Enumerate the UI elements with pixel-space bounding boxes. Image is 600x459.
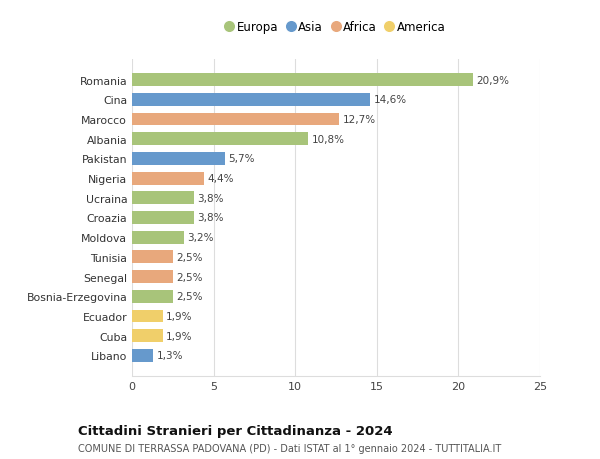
Text: 14,6%: 14,6% xyxy=(374,95,407,105)
Text: 1,9%: 1,9% xyxy=(166,311,193,321)
Bar xyxy=(132,310,163,323)
Legend: Europa, Asia, Africa, America: Europa, Asia, Africa, America xyxy=(226,21,446,34)
Text: 2,5%: 2,5% xyxy=(176,272,203,282)
Bar xyxy=(132,251,173,264)
Bar xyxy=(132,133,308,146)
Bar xyxy=(132,74,473,87)
Bar xyxy=(132,212,194,224)
Text: 10,8%: 10,8% xyxy=(311,134,344,145)
Bar xyxy=(132,271,173,283)
Text: 3,8%: 3,8% xyxy=(197,213,224,223)
Text: 1,9%: 1,9% xyxy=(166,331,193,341)
Bar xyxy=(132,330,163,342)
Bar xyxy=(132,192,194,205)
Bar xyxy=(132,94,370,106)
Bar xyxy=(132,153,225,165)
Text: 5,7%: 5,7% xyxy=(228,154,255,164)
Bar xyxy=(132,113,339,126)
Text: 2,5%: 2,5% xyxy=(176,291,203,302)
Bar xyxy=(132,349,153,362)
Text: 20,9%: 20,9% xyxy=(476,75,509,85)
Text: 4,4%: 4,4% xyxy=(207,174,233,184)
Text: Cittadini Stranieri per Cittadinanza - 2024: Cittadini Stranieri per Cittadinanza - 2… xyxy=(78,425,392,437)
Text: 12,7%: 12,7% xyxy=(343,115,376,125)
Text: 3,2%: 3,2% xyxy=(187,233,214,243)
Text: 3,8%: 3,8% xyxy=(197,193,224,203)
Bar xyxy=(132,172,204,185)
Bar xyxy=(132,290,173,303)
Text: 1,3%: 1,3% xyxy=(157,351,183,361)
Text: 2,5%: 2,5% xyxy=(176,252,203,263)
Bar xyxy=(132,231,184,244)
Text: COMUNE DI TERRASSA PADOVANA (PD) - Dati ISTAT al 1° gennaio 2024 - TUTTITALIA.IT: COMUNE DI TERRASSA PADOVANA (PD) - Dati … xyxy=(78,443,501,453)
